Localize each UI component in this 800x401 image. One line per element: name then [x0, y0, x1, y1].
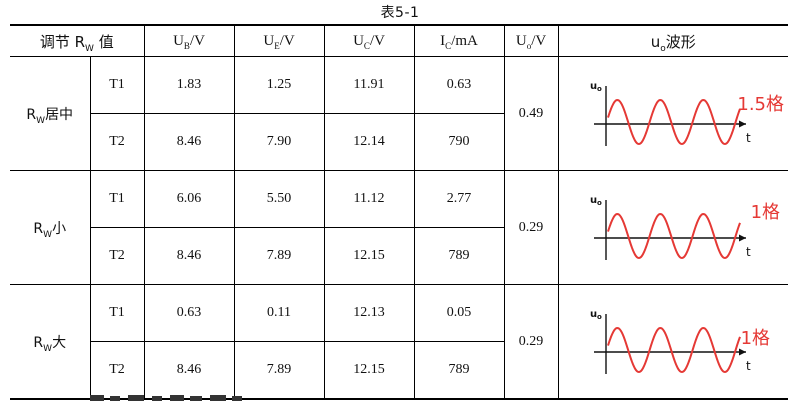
header-uc: UC/V [323, 24, 415, 57]
waveform-sketch: u o t [590, 81, 751, 146]
value-ic: 789 [413, 341, 505, 400]
wave-arrow-icon [739, 234, 747, 241]
value-ub: 8.46 [143, 113, 235, 171]
wave-scale-label: 1格 [740, 327, 771, 349]
header-waveform: uo波形 [557, 24, 789, 57]
value-ue: 1.25 [233, 56, 325, 114]
value-uc: 11.91 [323, 56, 415, 114]
value-ue: 7.90 [233, 113, 325, 171]
transistor-label: T2 [90, 341, 145, 400]
transistor-label: T1 [89, 170, 145, 228]
header-ic: IC/mA [413, 24, 505, 57]
wave-scale-label: 1.5格 [737, 93, 785, 115]
table-row: RW居中 T1 1.83 1.25 11.91 0.63 0.49 u o t 1.5格 [10, 56, 789, 171]
value-ic: 789 [413, 227, 505, 285]
wave-scale-label: 1格 [750, 201, 781, 223]
waveform-cell: u o t 1格 [557, 170, 789, 285]
transistor-label: T1 [89, 284, 145, 342]
wave-y-label-sub: o [597, 313, 602, 321]
wave-x-label: t [746, 245, 751, 259]
condition-cell: RW大 [10, 284, 91, 400]
value-uc: 12.14 [323, 113, 415, 171]
table-row: RW大 T1 0.63 0.11 12.13 0.05 0.29 u o t 1格 [10, 284, 789, 400]
value-ub: 8.46 [143, 341, 235, 400]
value-uc: 11.12 [323, 170, 415, 228]
wave-arrow-icon [739, 120, 747, 127]
value-uc: 12.15 [323, 227, 415, 285]
waveform-sketch: u o t [590, 195, 751, 260]
cropped-footer-text [90, 395, 242, 401]
table-row: T2 8.46 7.90 12.14 790 [10, 113, 788, 171]
value-uo: 0.29 [503, 284, 559, 400]
value-ue: 7.89 [233, 341, 325, 400]
waveform-sketch: u o t [590, 309, 751, 374]
value-ic: 0.63 [413, 56, 505, 114]
wave-curve [607, 98, 742, 145]
waveform-cell: u o t 1格 [557, 284, 789, 400]
value-ic: 790 [413, 113, 505, 171]
value-uo: 0.29 [503, 170, 559, 285]
wave-y-label: u [590, 195, 597, 206]
header-condition: 调节 RW 值 [10, 24, 145, 57]
wave-curve [607, 212, 742, 259]
waveform-cell: u o t 1.5格 [557, 56, 789, 171]
value-ub: 6.06 [143, 170, 235, 228]
transistor-label: T2 [90, 227, 145, 285]
measurement-table: 调节 RW 值 UB/V UE/V UC/V IC/mA Uo/V uo波形 R… [10, 24, 789, 400]
condition-cell: RW小 [10, 170, 91, 285]
header-ub: UB/V [143, 24, 235, 57]
value-ub: 8.46 [143, 227, 235, 285]
wave-y-label-sub: o [597, 85, 602, 93]
header-row: 调节 RW 值 UB/V UE/V UC/V IC/mA Uo/V uo波形 [10, 24, 789, 57]
wave-curve [607, 326, 742, 373]
wave-y-label-sub: o [597, 199, 602, 207]
transistor-label: T2 [90, 113, 145, 171]
value-uc: 12.13 [323, 284, 415, 342]
value-ub: 0.63 [143, 284, 235, 342]
wave-arrow-icon [739, 348, 747, 355]
wave-x-label: t [746, 359, 751, 373]
wave-y-label: u [590, 81, 597, 92]
value-ue: 7.89 [233, 227, 325, 285]
value-ue: 5.50 [233, 170, 325, 228]
transistor-label: T1 [89, 56, 145, 114]
table-caption: 表5-1 [380, 5, 420, 21]
value-ic: 0.05 [413, 284, 505, 342]
value-ue: 0.11 [233, 284, 325, 342]
wave-x-label: t [746, 131, 751, 145]
value-ic: 2.77 [413, 170, 505, 228]
table-row: RW小 T1 6.06 5.50 11.12 2.77 0.29 u o t 1格 [10, 170, 789, 285]
table-row: T2 8.46 7.89 12.15 789 [10, 227, 788, 285]
value-ub: 1.83 [143, 56, 235, 114]
value-uc: 12.15 [323, 341, 415, 400]
header-uo: Uo/V [503, 24, 559, 57]
header-ue: UE/V [233, 24, 325, 57]
table-row: T2 8.46 7.89 12.15 789 [10, 341, 788, 400]
condition-cell: RW居中 [10, 56, 91, 171]
value-uo: 0.49 [503, 56, 559, 171]
wave-y-label: u [590, 309, 597, 320]
